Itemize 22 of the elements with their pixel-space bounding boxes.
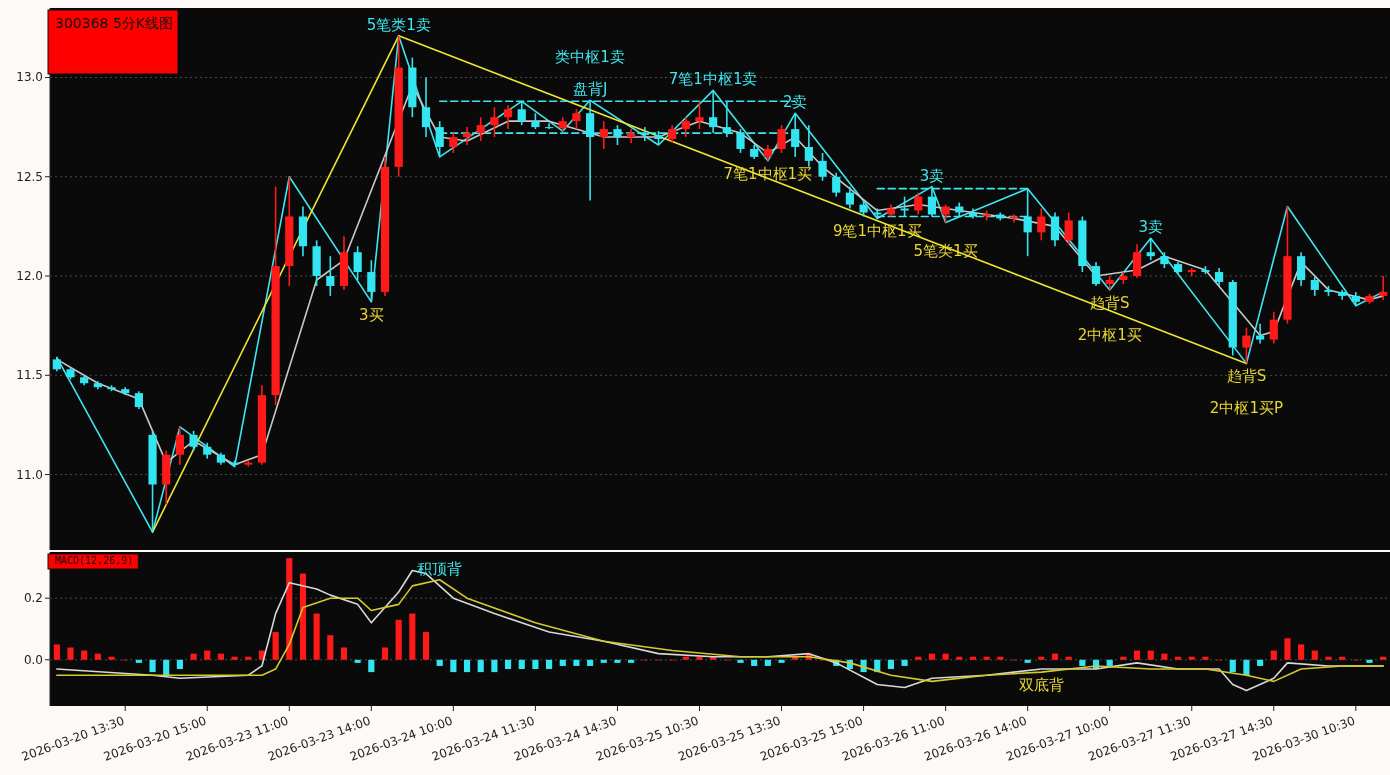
- annotation: 2中枢1买: [1077, 325, 1142, 344]
- picture-title-box: 300368 5分K线图: [47, 9, 179, 75]
- annotation: 双底背: [1018, 676, 1064, 695]
- y-tick-label: 0.0: [23, 652, 43, 667]
- y-tick-label: 13.0: [16, 70, 43, 85]
- chart-title: MACD(12,26,9): [55, 555, 134, 566]
- annotation: 5笔类1卖: [366, 15, 431, 34]
- annotation: 7笔1中枢1卖: [668, 70, 758, 89]
- y-tick-label: 12.5: [16, 169, 43, 184]
- annotation: 3卖: [919, 166, 945, 185]
- annotation: 趋背S: [1226, 367, 1267, 386]
- y-tick-label: 11.5: [16, 368, 43, 383]
- annotation: 盘背J: [572, 80, 608, 99]
- annotation: 类中枢1卖: [555, 48, 625, 67]
- annotation: 3买: [359, 305, 384, 324]
- y-tick-label: 11.0: [16, 467, 43, 482]
- annotation: 积顶背: [417, 559, 463, 578]
- y-tick-label: 12.0: [16, 269, 43, 284]
- picture-title-box: MACD(12,26,9): [47, 553, 139, 570]
- y-tick-label: 0.2: [23, 591, 43, 606]
- annotation: 3卖: [1138, 218, 1163, 237]
- annotation: 2中枢1买P: [1209, 399, 1283, 418]
